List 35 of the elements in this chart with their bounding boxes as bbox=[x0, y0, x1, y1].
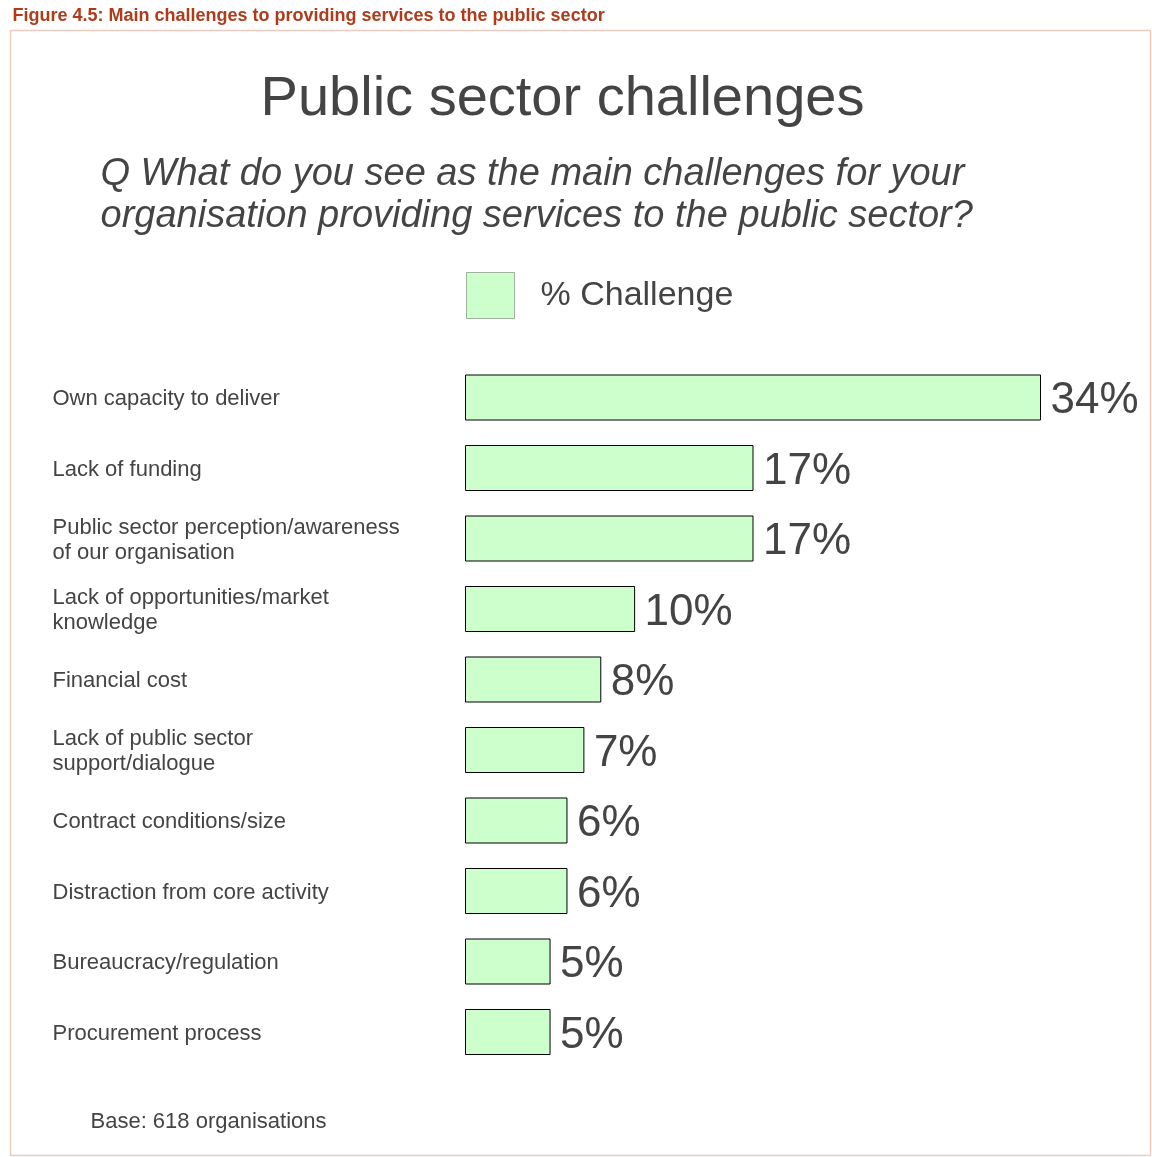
y-tick-label: Contract conditions/size bbox=[52, 808, 287, 833]
bar bbox=[465, 656, 602, 703]
y-tick-label: Bureaucracy/regulation bbox=[52, 949, 279, 974]
legend-label: % Challenge bbox=[540, 273, 734, 312]
data-label: 6% bbox=[576, 796, 641, 845]
chart-subtitle: Q What do you see as the main challenges for your organisation providing services to the public sector? bbox=[100, 150, 974, 235]
bar bbox=[465, 445, 754, 491]
data-label: 8% bbox=[610, 655, 675, 704]
y-tick-label: Lack of public sector support/dialogue bbox=[52, 725, 254, 775]
y-tick-label: Procurement process bbox=[52, 1019, 262, 1045]
bar bbox=[465, 868, 568, 914]
data-label: 7% bbox=[593, 725, 658, 775]
data-label: 17% bbox=[763, 443, 852, 493]
bar bbox=[465, 1009, 551, 1055]
y-tick-label: Lack of opportunities/market knowledge bbox=[52, 584, 329, 634]
data-label: 34% bbox=[1050, 373, 1139, 422]
data-label: 5% bbox=[560, 1007, 624, 1057]
bar bbox=[465, 727, 585, 773]
y-tick-label: Public sector perception/awareness of our organisation bbox=[52, 513, 400, 564]
data-label: 6% bbox=[576, 866, 641, 916]
bar bbox=[465, 515, 754, 562]
bar bbox=[465, 797, 568, 844]
data-label: 17% bbox=[763, 514, 852, 563]
data-label: 10% bbox=[644, 584, 733, 634]
y-tick-label: Own capacity to deliver bbox=[52, 385, 280, 410]
bar bbox=[465, 374, 1041, 421]
chart-title: Public sector challenges bbox=[260, 64, 865, 127]
caption: Figure 4.5: Main challenges to providing services to the public sector bbox=[12, 4, 605, 25]
bar bbox=[465, 938, 551, 985]
y-tick-label: Distraction from core activity bbox=[52, 878, 329, 904]
text: Base: 618 organisations bbox=[90, 1108, 327, 1133]
bar bbox=[465, 586, 636, 632]
data-label: 5% bbox=[560, 937, 624, 986]
y-tick-label: Financial cost bbox=[52, 667, 188, 692]
y-tick-label: Lack of funding bbox=[52, 455, 202, 481]
